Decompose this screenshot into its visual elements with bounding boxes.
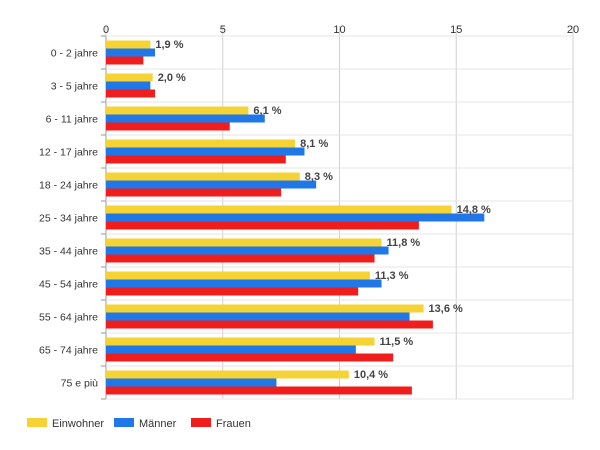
x-tick-label: 15 (450, 24, 462, 36)
data-label: 6,1 % (253, 105, 281, 117)
bar-frauen-4 (106, 188, 282, 197)
category-label: 35 - 44 jahre (39, 246, 98, 258)
bar-frauen-5 (106, 221, 419, 230)
category-label: 6 - 11 jahre (46, 114, 98, 126)
bar-mnner-6 (106, 246, 389, 255)
data-label: 11,8 % (387, 237, 421, 249)
bar-einwohner-5 (106, 205, 452, 214)
data-label: 2,0 % (158, 72, 186, 84)
bar-mnner-3 (106, 147, 305, 156)
category-label: 55 - 64 jahre (39, 312, 98, 324)
bar-mnner-9 (106, 345, 356, 354)
bar-einwohner-2 (106, 106, 249, 115)
bar-frauen-0 (106, 56, 144, 65)
category-label: 12 - 17 jahre (39, 147, 98, 159)
legend-swatch-einwohner (27, 418, 47, 427)
bar-einwohner-9 (106, 337, 375, 346)
bar-mnner-4 (106, 180, 317, 189)
bar-frauen-8 (106, 320, 433, 329)
data-label: 8,1 % (300, 138, 328, 150)
x-tick-label: 5 (220, 24, 226, 36)
bar-frauen-9 (106, 353, 394, 362)
bar-einwohner-6 (106, 238, 382, 247)
category-label: 0 - 2 jahre (51, 48, 98, 60)
bar-frauen-10 (106, 386, 412, 395)
legend-label: Männer (139, 418, 177, 430)
data-label: 1,9 % (155, 39, 183, 51)
data-label: 10,4 % (354, 369, 388, 381)
bar-einwohner-0 (106, 40, 151, 49)
category-label: 65 - 74 jahre (39, 345, 98, 357)
bar-einwohner-7 (106, 271, 370, 280)
data-label: 11,3 % (375, 270, 409, 282)
data-label: 11,5 % (380, 336, 414, 348)
data-label: 8,3 % (305, 171, 333, 183)
bar-mnner-10 (106, 378, 277, 387)
bar-frauen-3 (106, 155, 286, 164)
bar-mnner-0 (106, 48, 156, 57)
bar-frauen-6 (106, 254, 375, 263)
bar-mnner-7 (106, 279, 382, 288)
category-label: 75 e più (61, 378, 99, 390)
bar-mnner-1 (106, 81, 151, 90)
legend-swatch-mnner (114, 418, 134, 427)
data-label: 13,6 % (429, 303, 463, 315)
bar-frauen-7 (106, 287, 359, 296)
category-label: 3 - 5 jahre (51, 81, 98, 93)
bar-mnner-5 (106, 213, 485, 222)
x-tick-label: 10 (333, 24, 345, 36)
bar-frauen-1 (106, 89, 156, 98)
legend-label: Einwohner (52, 418, 104, 430)
data-label: 14,8 % (457, 204, 491, 216)
legend-swatch-frauen (191, 418, 211, 427)
bar-einwohner-4 (106, 172, 300, 181)
x-tick-label: 20 (567, 24, 579, 36)
category-label: 25 - 34 jahre (39, 213, 98, 225)
bar-einwohner-3 (106, 139, 296, 148)
bar-einwohner-10 (106, 370, 349, 379)
bar-einwohner-8 (106, 304, 424, 313)
category-label: 18 - 24 jahre (39, 180, 98, 192)
bar-mnner-2 (106, 114, 265, 123)
bar-frauen-2 (106, 122, 230, 131)
legend-label: Frauen (216, 418, 251, 430)
category-label: 45 - 54 jahre (39, 279, 98, 291)
x-tick-label: 0 (103, 24, 109, 36)
bar-mnner-8 (106, 312, 410, 321)
bar-einwohner-1 (106, 73, 153, 82)
